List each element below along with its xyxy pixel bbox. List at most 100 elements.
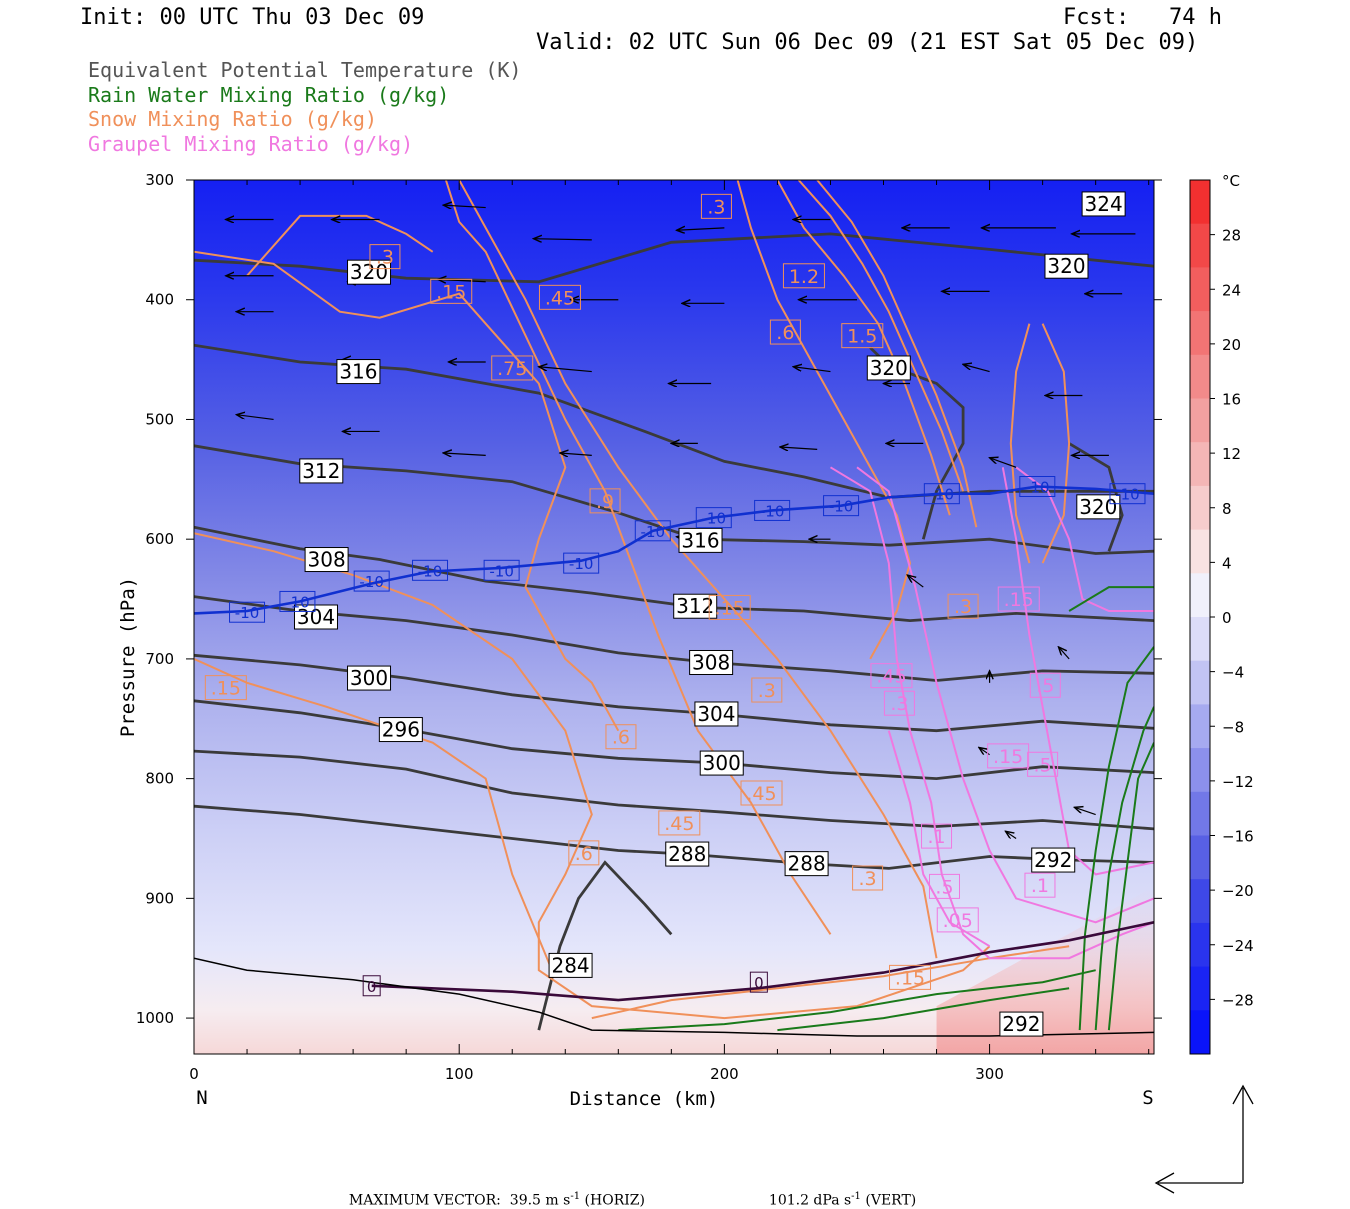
colorbar-label: 4 (1222, 554, 1232, 572)
snow-label: .6 (776, 322, 794, 344)
theta-e-label-box (699, 750, 744, 776)
theta-e-label-box (293, 604, 338, 630)
snow-label-box (568, 840, 600, 866)
graupel-contour (1001, 467, 1154, 876)
wind-vector (1005, 831, 1017, 838)
graupel-label-box (928, 873, 960, 899)
theta-e-label: 288 (668, 842, 706, 866)
graupel-contour (856, 466, 1154, 924)
isotherm-label-box (749, 971, 768, 993)
colorbar-segment (1190, 704, 1210, 749)
rain-contour (1078, 646, 1154, 1031)
snow-label: .45 (746, 783, 776, 805)
legend: Equivalent Potential Temperature (K) Rain… (88, 58, 521, 156)
colorbar-label: 8 (1222, 500, 1232, 518)
reference-horizontal-arrowhead (1154, 1172, 1175, 1194)
colorbar-label: 0 (1222, 609, 1232, 627)
colorbar-unit: °C (1222, 172, 1240, 190)
max-vector-horiz: 39.5 m s (509, 1192, 571, 1209)
legend-item: Equivalent Potential Temperature (K) (88, 58, 522, 82)
theta-e-label-box (347, 259, 392, 285)
colorbar-segment (1190, 879, 1210, 924)
rain-contour (1107, 742, 1154, 1031)
colorbar-segment (1190, 1010, 1210, 1055)
init-time-label: Init: 00 UTC Thu 03 Dec 09 (80, 5, 425, 30)
wind-vector (236, 415, 274, 421)
colorbar-label: 28 (1222, 227, 1241, 245)
max-vector-vert: 101.2 dPa s (768, 1192, 852, 1209)
isotherm-label-box (483, 559, 520, 581)
colorbar-label: 24 (1222, 281, 1241, 299)
y-tick-label: 300 (145, 171, 174, 189)
isotherm-minus10 (194, 485, 1154, 615)
plot-frame (193, 179, 1155, 1055)
isotherm-label-box (823, 495, 860, 517)
snow-label: .3 (707, 196, 725, 218)
snow-label: .3 (758, 680, 776, 702)
theta-e-label: 320 (350, 260, 388, 284)
wind-vector (1074, 807, 1096, 816)
snow-contour (736, 180, 912, 660)
x-tick-label: 100 (445, 1065, 474, 1083)
graupel-label-box (997, 586, 1040, 612)
theta-e-label: 308 (692, 650, 730, 674)
theta-e-label: 300 (703, 751, 741, 775)
isotherm-label: -10 (1025, 478, 1050, 496)
isotherm-label-box (754, 499, 791, 521)
valid-time-label: Valid: 02 UTC Sun 06 Dec 09 (21 EST Sat … (536, 30, 1199, 55)
max-vector-vert-label: 101.2 dPa s-1 (VERT) (760, 1175, 916, 1209)
theta-e-label: 316 (339, 360, 377, 384)
isotherm-label: -10 (930, 486, 955, 504)
theta-e-label-box (1031, 847, 1076, 873)
colorbar-segment (1190, 180, 1210, 225)
isotherm-label-box (695, 507, 732, 529)
snow-label-box (769, 319, 801, 345)
snow-contour (444, 180, 832, 935)
isotherm-label: -10 (1115, 486, 1140, 504)
snow-contour (591, 945, 1070, 1020)
wind-vector (990, 458, 1017, 468)
rain-contour (777, 987, 1070, 1032)
wind-vector (907, 575, 924, 588)
colorbar-segment (1190, 617, 1210, 662)
colorbar-segment (1190, 573, 1210, 618)
snow-label-box (852, 865, 884, 891)
isotherm-label-box (229, 601, 266, 623)
graupel-label-box (870, 663, 913, 689)
y-tick-label: 800 (145, 770, 174, 788)
colorbar-segment (1190, 442, 1210, 487)
warm-shading (936, 886, 1154, 1054)
rain-contour (618, 969, 1096, 1032)
isotherm-label-box (923, 483, 960, 505)
snow-label: .45 (545, 287, 575, 309)
isotherm-label-box (279, 590, 316, 612)
isotherm-label: 0 (754, 974, 764, 992)
snow-label-box (538, 284, 581, 310)
theta-e-label-box (1081, 191, 1126, 217)
colorbar-label: −12 (1222, 773, 1254, 791)
snow-label: .15 (715, 597, 745, 619)
graupel-contour (829, 466, 1154, 960)
graupel-label: .3 (890, 693, 908, 715)
colorbar-segment (1190, 485, 1210, 531)
snow-label-box (204, 675, 247, 701)
graupel-label-box (1027, 751, 1059, 777)
isotherm-label: 0 (367, 978, 377, 996)
colorbar-segment (1190, 966, 1210, 1011)
graupel-label-box (883, 690, 915, 716)
graupel-label: .05 (943, 910, 973, 932)
colorbar-label: −24 (1222, 937, 1254, 955)
isotherm-label: -10 (418, 562, 443, 580)
theta-e-label-box (866, 355, 911, 381)
theta-e-label: 312 (302, 459, 340, 483)
theta-e-label-box (678, 527, 723, 553)
snow-label-box (430, 278, 473, 304)
isotherm-label: -10 (641, 523, 666, 541)
colorbar-segment (1190, 398, 1210, 443)
snow-contour (797, 180, 965, 492)
y-tick-label: 600 (145, 530, 174, 548)
isotherm-label: -10 (489, 562, 514, 580)
theta-e-label: 284 (551, 953, 589, 977)
graupel-label-box (987, 743, 1030, 769)
theta-e-label: 304 (697, 702, 735, 726)
